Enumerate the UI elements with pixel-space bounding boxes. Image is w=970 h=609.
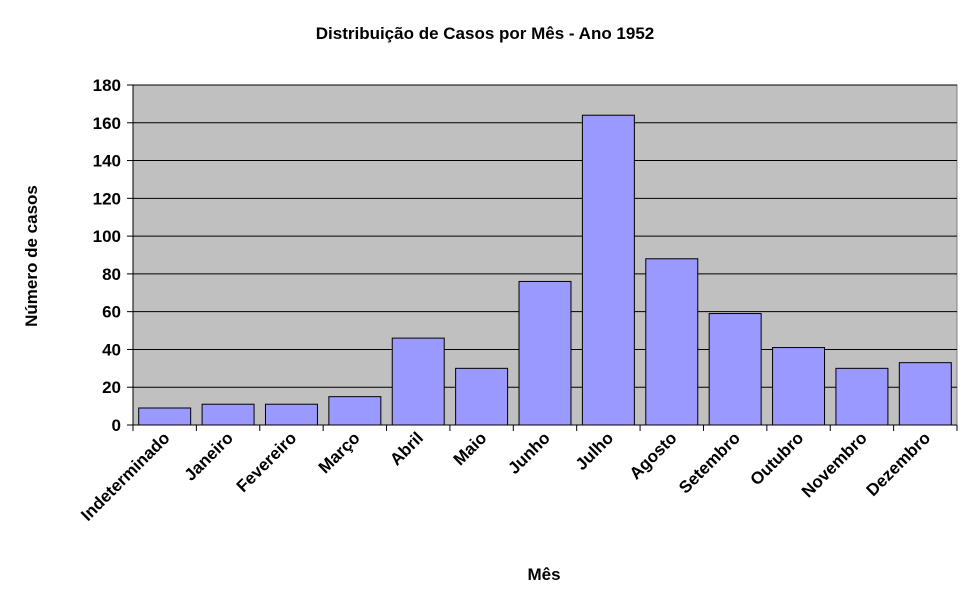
x-tick-label: Junho: [504, 428, 553, 477]
x-tick-label: Maio: [450, 428, 491, 469]
x-tick-label: Agosto: [626, 428, 681, 483]
y-tick-label: 0: [112, 416, 121, 435]
x-tick-label: Indeterminado: [77, 428, 173, 524]
y-tick-label: 160: [93, 114, 121, 133]
x-tick-label: Novembro: [798, 428, 871, 501]
y-tick-label: 180: [93, 76, 121, 95]
y-tick-label: 80: [102, 265, 121, 284]
y-tick-label: 120: [93, 189, 121, 208]
bar: [518, 280, 572, 426]
x-axis-label: Mês: [527, 565, 560, 584]
bar: [835, 367, 889, 426]
bar: [581, 114, 635, 426]
x-tick-label: Janeiro: [181, 428, 237, 484]
y-axis-label: Número de casos: [22, 185, 41, 327]
bar: [772, 347, 826, 426]
bar: [328, 396, 382, 426]
bar: [455, 367, 509, 426]
x-tick-label: Fevereiro: [233, 428, 301, 496]
y-tick-label: 60: [102, 303, 121, 322]
y-tick-label: 40: [102, 340, 121, 359]
x-tick-label: Setembro: [675, 428, 744, 497]
x-tick-label: Dezembro: [863, 428, 935, 500]
bar: [264, 403, 318, 426]
x-tick-label: Março: [315, 428, 364, 477]
x-tick-label: Outubro: [747, 428, 808, 489]
chart-title: Distribuição de Casos por Mês - Ano 1952: [316, 24, 655, 43]
bar: [138, 407, 192, 426]
y-tick-label: 140: [93, 152, 121, 171]
bar: [201, 403, 255, 426]
x-tick-label: Julho: [572, 428, 617, 473]
bar: [898, 362, 952, 426]
y-tick-label: 20: [102, 378, 121, 397]
plot-area: 0 20 40 60 80 100 120 140 160 180 Indeterminado Jan…: [77, 76, 958, 525]
bar: [645, 258, 699, 426]
bar: [391, 337, 445, 426]
y-tick-label: 100: [93, 227, 121, 246]
bar: [708, 313, 762, 426]
x-tick-label: Abril: [386, 428, 427, 469]
